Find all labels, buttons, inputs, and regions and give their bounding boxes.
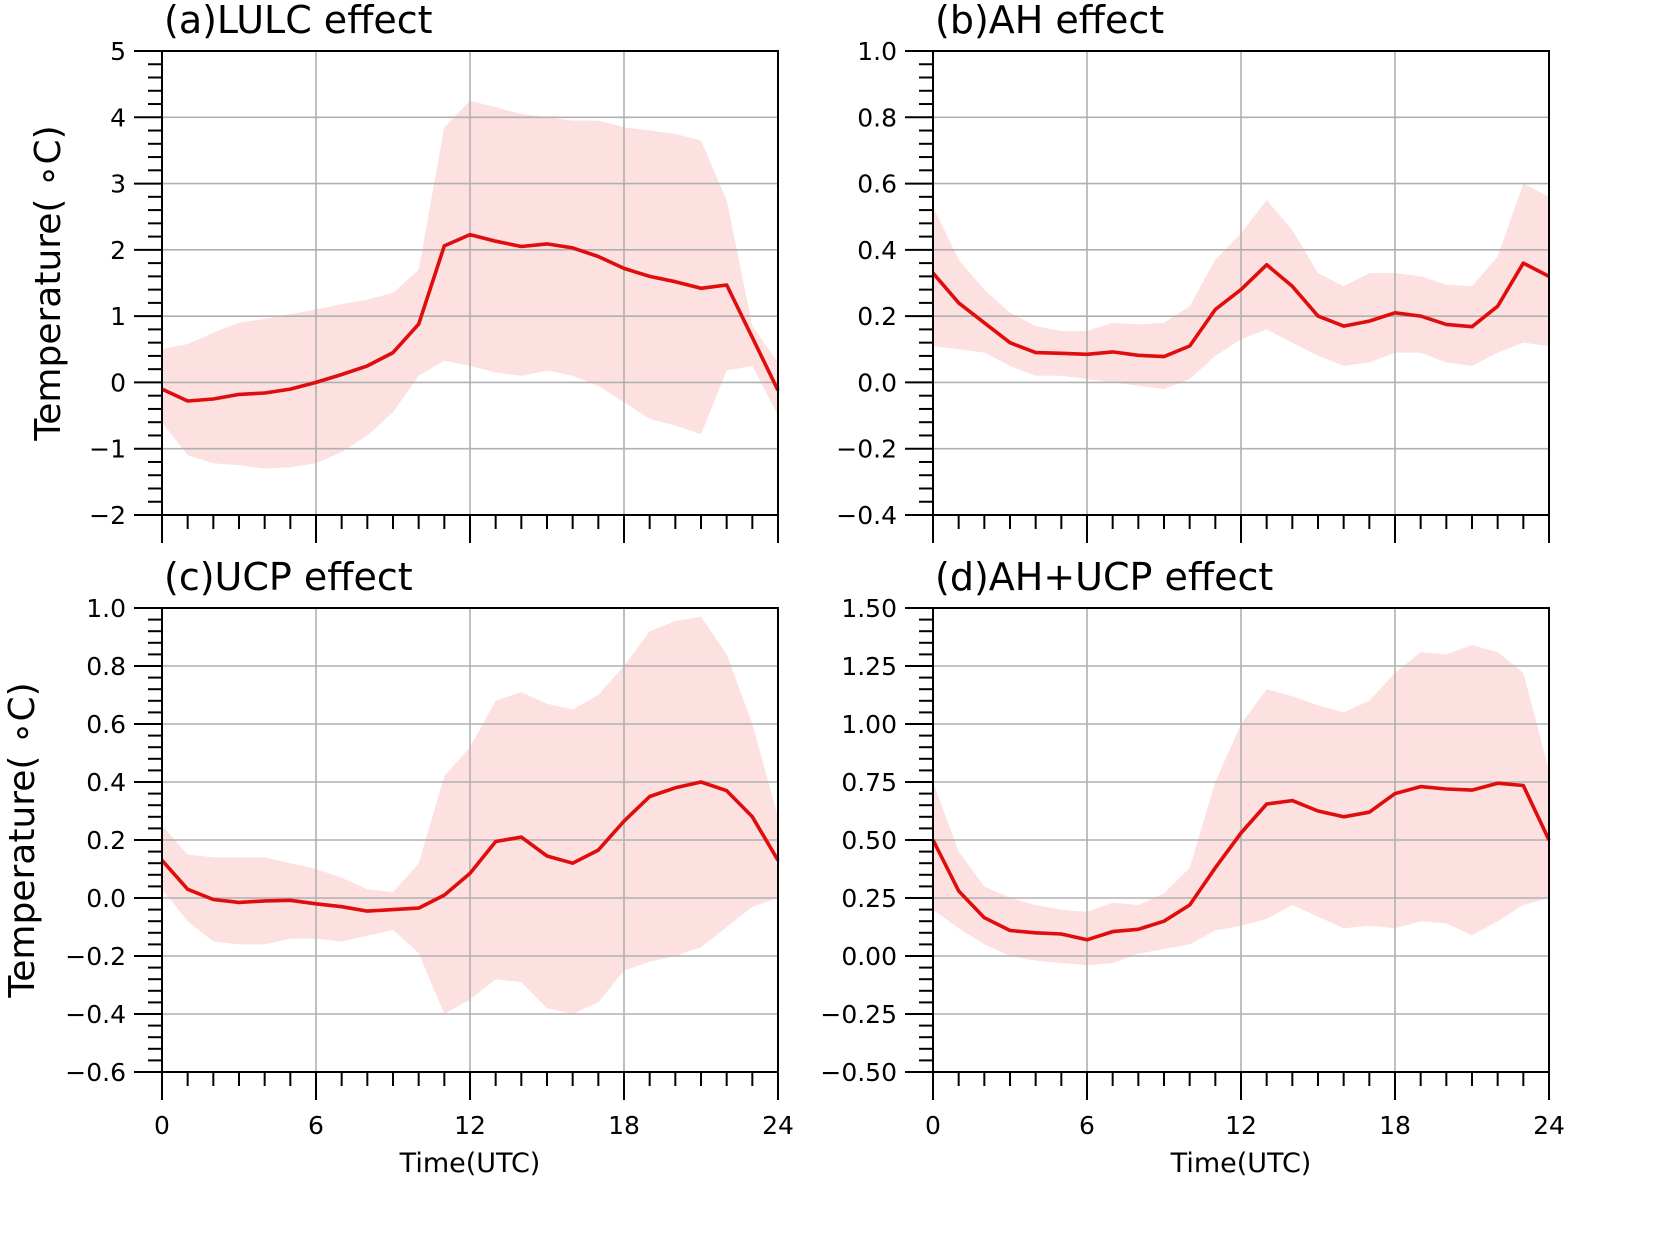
series-line [931,781,1551,942]
y-tick-label: 5 [110,37,126,66]
y-tick-label: 0.8 [857,103,897,132]
panel-title: (d)AH+UCP effect [935,555,1273,599]
y-tick-label: 0.2 [86,826,126,855]
y-tick-label: 0.8 [86,652,126,681]
y-tick-label: −1 [89,435,126,464]
x-tick-label: 18 [1379,1111,1411,1140]
panel-ah-effect: −0.4 −0.2 0.0 0.2 0.4 0.6 0.8 1.0 (b)AH effect [836,0,1550,543]
x-tick-label: 0 [154,1111,170,1140]
x-axis-label: Time(UTC) [399,1148,541,1179]
y-tick-label: −0.4 [65,1000,126,1029]
y-tick-label: 1.50 [841,594,897,623]
y-tick-label: 2 [110,236,126,265]
panel-title: (c)UCP effect [164,555,413,599]
y-tick-label: −0.25 [820,1000,897,1029]
y-tick-label: 0.6 [857,170,897,199]
y-tick-label: −0.2 [65,942,126,971]
y-tick-label: −2 [89,501,126,530]
y-tick-label: 0.00 [841,942,897,971]
panel-ah-ucp-effect: 0 6 12 18 24 −0.50 −0.25 0.00 0.25 0.50 0.75 1.00 1.… [820,555,1565,1179]
x-axis-label: Time(UTC) [1170,1148,1312,1179]
y-tick-label: −0.50 [820,1058,897,1087]
panel-title: (b)AH effect [935,0,1164,42]
y-tick-label: 0.75 [841,768,897,797]
y-axis-label: Temperature( ∘C) [28,125,69,441]
y-tick-label: 0.0 [86,884,126,913]
y-tick-label: 0.4 [86,768,126,797]
y-tick-label: 0.50 [841,826,897,855]
series-line [161,232,780,403]
x-tick-label: 6 [308,1111,324,1140]
y-tick-label: 1 [110,302,126,331]
y-tick-label: 1.25 [841,652,897,681]
y-tick-label: 0.2 [857,302,897,331]
series-line [931,261,1550,359]
y-tick-label: −0.4 [836,501,897,530]
y-tick-label: 1.0 [857,37,897,66]
x-tick-label: 24 [762,1111,794,1140]
y-axis-label: Temperature( ∘C) [2,682,43,998]
x-tick-label: 24 [1533,1111,1565,1140]
series-line [160,780,780,913]
panel-title: (a)LULC effect [164,0,433,42]
x-tick-label: 18 [608,1111,640,1140]
y-tick-label: 0.6 [86,710,126,739]
x-tick-label: 0 [925,1111,941,1140]
y-tick-label: 1.0 [86,594,126,623]
y-tick-label: 0 [110,368,126,397]
y-tick-label: 0.25 [841,884,897,913]
panel-lulc-effect: −2 −1 0 1 2 3 4 5 (a)LULC effect Temperature( ∘C) [28,0,780,543]
panel-ucp-effect: 0 6 12 18 24 −0.6 −0.4 −0.2 0.0 0.2 0.4 0.6 0.8 1.0 (c… [2,555,794,1179]
y-tick-label: 0.4 [857,236,897,265]
y-tick-label: 0.0 [857,368,897,397]
x-tick-label: 12 [454,1111,486,1140]
y-tick-label: 4 [110,103,126,132]
x-tick-label: 6 [1079,1111,1095,1140]
y-tick-label: 1.00 [841,710,897,739]
y-tick-label: 3 [110,170,126,199]
x-tick-label: 12 [1225,1111,1257,1140]
y-tick-label: −0.2 [836,435,897,464]
y-tick-label: −0.6 [65,1058,126,1087]
